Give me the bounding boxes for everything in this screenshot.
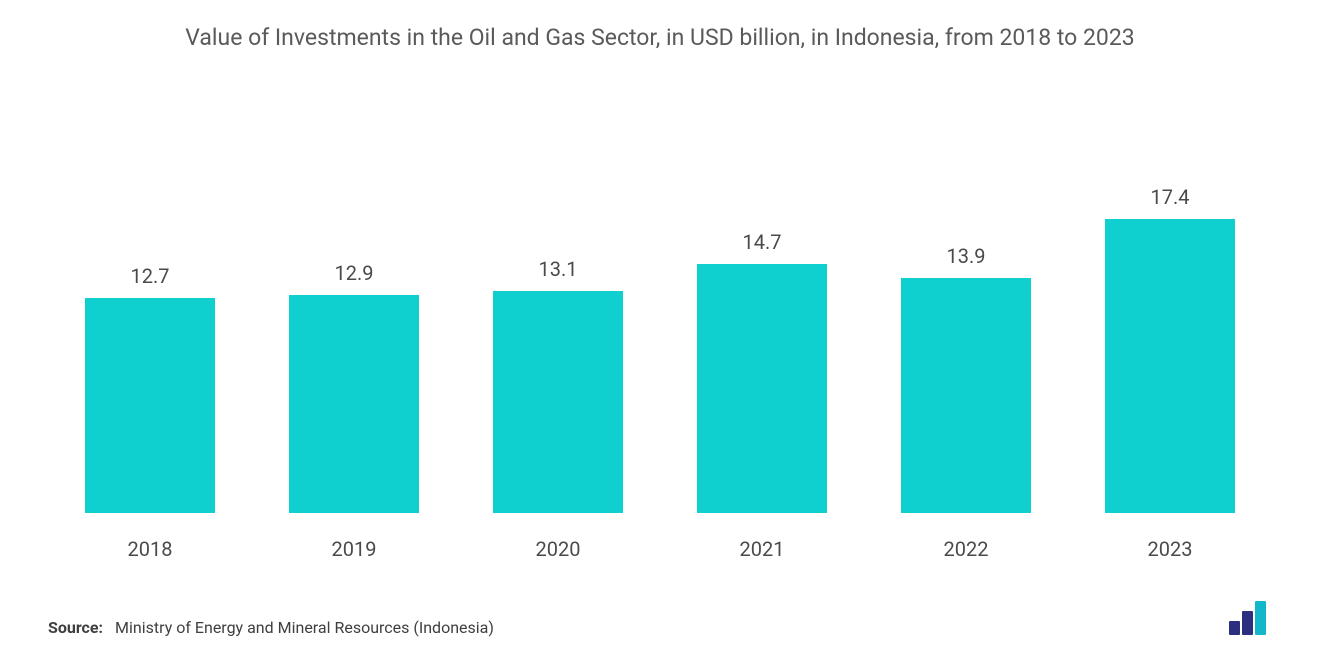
- bar: [1105, 219, 1235, 513]
- bar-value-label: 17.4: [1151, 185, 1190, 209]
- bar: [697, 264, 827, 513]
- logo-bar-icon: [1229, 621, 1240, 635]
- x-axis-label: 2021: [660, 537, 864, 561]
- bar-slot: 12.7: [48, 73, 252, 513]
- chart-footer: Source: Ministry of Energy and Mineral R…: [48, 593, 1272, 637]
- chart-container: Value of Investments in the Oil and Gas …: [0, 0, 1320, 665]
- bar-slot: 14.7: [660, 73, 864, 513]
- bar-value-label: 13.1: [539, 257, 578, 281]
- chart-title: Value of Investments in the Oil and Gas …: [185, 22, 1134, 53]
- chart-plot-area: 12.712.913.114.713.917.4 201820192020202…: [48, 73, 1272, 567]
- bar: [493, 291, 623, 513]
- logo-bar-icon: [1242, 611, 1253, 635]
- x-axis-label: 2019: [252, 537, 456, 561]
- bar-value-label: 12.9: [335, 261, 374, 285]
- source-text: Ministry of Energy and Mineral Resources…: [115, 618, 494, 637]
- bar-slot: 13.9: [864, 73, 1068, 513]
- bar-value-label: 12.7: [131, 264, 170, 288]
- x-axis-label: 2018: [48, 537, 252, 561]
- logo-bar-icon: [1255, 601, 1266, 635]
- brand-logo-icon: [1229, 601, 1272, 637]
- bar-slot: 17.4: [1068, 73, 1272, 513]
- bar-value-label: 13.9: [947, 244, 986, 268]
- bar-value-label: 14.7: [743, 230, 782, 254]
- bar-slot: 12.9: [252, 73, 456, 513]
- bar: [901, 278, 1031, 513]
- source-label: Source:: [48, 618, 103, 637]
- x-axis-label: 2023: [1068, 537, 1272, 561]
- bar: [289, 295, 419, 513]
- bar-slot: 13.1: [456, 73, 660, 513]
- x-axis-label: 2022: [864, 537, 1068, 561]
- source-line: Source: Ministry of Energy and Mineral R…: [48, 618, 494, 637]
- bar: [85, 298, 215, 513]
- x-axis-label: 2020: [456, 537, 660, 561]
- x-axis-labels: 201820192020202120222023: [48, 523, 1272, 567]
- bars-row: 12.7 12.9 13.1 14.7 13.9 17.4: [48, 73, 1272, 513]
